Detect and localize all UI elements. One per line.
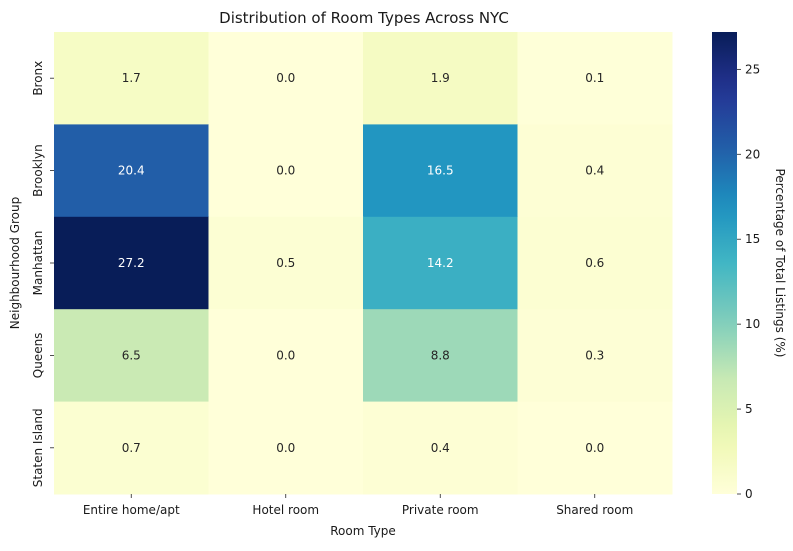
heatmap-annotations: 1.7 0.0 1.9 0.1 20.4 0.0 16.5 0.4 27.2 0.5 14.2 0.6… xyxy=(118,71,604,455)
heatmap-cell xyxy=(54,401,209,495)
x-tick-label: Private room xyxy=(402,503,479,517)
colorbar-tick-label: 15 xyxy=(745,232,760,246)
cell-value-label: 1.9 xyxy=(431,71,450,85)
cell-value-label: 0.0 xyxy=(585,441,604,455)
cell-value-label: 8.8 xyxy=(431,348,450,362)
cell-value-label: 0.7 xyxy=(122,441,141,455)
heatmap-cell xyxy=(54,32,209,125)
cell-value-label: 0.4 xyxy=(585,164,604,178)
colorbar-ticks: 0 5 10 15 20 25 xyxy=(737,62,760,501)
cell-value-label: 1.7 xyxy=(122,71,141,85)
y-tick-label: Queens xyxy=(31,333,45,379)
colorbar-label: Percentage of Total Listings (%) xyxy=(773,169,787,358)
heatmap-cell xyxy=(208,401,364,495)
colorbar-tick-label: 5 xyxy=(745,402,753,416)
cell-value-label: 0.0 xyxy=(276,348,295,362)
colorbar-tick-label: 25 xyxy=(745,62,760,76)
heatmap-cell xyxy=(208,124,364,218)
y-tick-label: Brooklyn xyxy=(31,144,45,197)
cell-value-label: 0.3 xyxy=(585,348,604,362)
heatmap-cell xyxy=(517,401,673,495)
colorbar-tick-label: 20 xyxy=(745,147,760,161)
heatmap-cell xyxy=(517,32,673,125)
heatmap-cell xyxy=(54,216,209,310)
heatmap-cell xyxy=(54,309,209,403)
heatmap-cell xyxy=(54,124,209,218)
heatmap-cell xyxy=(363,401,518,495)
heatmap-cells xyxy=(54,32,673,495)
heatmap-cell xyxy=(363,124,518,218)
cell-value-label: 0.4 xyxy=(431,441,450,455)
cell-value-label: 0.1 xyxy=(585,71,604,85)
cell-value-label: 16.5 xyxy=(427,164,454,178)
x-tick-label: Hotel room xyxy=(252,503,319,517)
colorbar xyxy=(712,32,737,494)
x-axis-label: Room Type xyxy=(330,524,396,538)
colorbar-tick-label: 10 xyxy=(745,317,760,331)
heatmap-cell xyxy=(517,216,673,310)
x-tick-label: Entire home/apt xyxy=(83,503,180,517)
heatmap-cell xyxy=(517,124,673,218)
cell-value-label: 0.6 xyxy=(585,256,604,270)
cell-value-label: 27.2 xyxy=(118,256,145,270)
heatmap-cell xyxy=(208,309,364,403)
x-tick-label: Shared room xyxy=(556,503,633,517)
y-axis-label: Neighbourhood Group xyxy=(8,197,22,329)
cell-value-label: 20.4 xyxy=(118,164,145,178)
cell-value-label: 0.0 xyxy=(276,164,295,178)
colorbar-tick-label: 0 xyxy=(745,487,753,501)
cell-value-label: 0.5 xyxy=(276,256,295,270)
x-tick-labels: Entire home/apt Hotel room Private room Sha… xyxy=(83,494,633,517)
cell-value-label: 0.0 xyxy=(276,71,295,85)
heatmap-cell xyxy=(363,309,518,403)
cell-value-label: 0.0 xyxy=(276,441,295,455)
y-tick-label: Bronx xyxy=(31,61,45,96)
heatmap-cell xyxy=(517,309,673,403)
cell-value-label: 6.5 xyxy=(122,348,141,362)
y-tick-label: Staten Island xyxy=(31,408,45,487)
heatmap-cell xyxy=(208,216,364,310)
cell-value-label: 14.2 xyxy=(427,256,454,270)
y-tick-labels: Bronx Brooklyn Manhattan Queens Staten Islan… xyxy=(31,61,54,487)
heatmap-cell xyxy=(208,32,364,125)
heatmap-cell xyxy=(363,216,518,310)
y-tick-label: Manhattan xyxy=(31,231,45,296)
chart-title: Distribution of Room Types Across NYC xyxy=(219,9,509,27)
heatmap-cell xyxy=(363,32,518,125)
